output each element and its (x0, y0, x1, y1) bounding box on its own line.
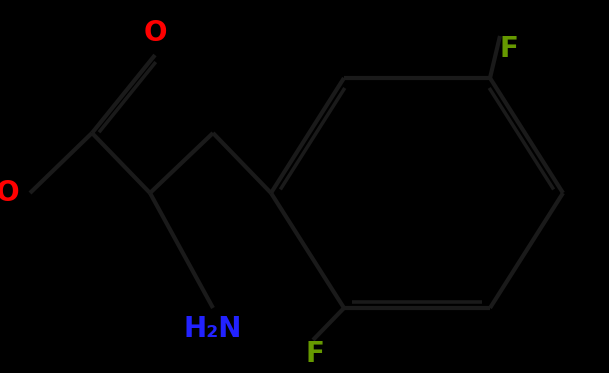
Text: F: F (305, 340, 324, 368)
Text: O: O (143, 19, 167, 47)
Text: F: F (500, 35, 519, 63)
Text: H₂N: H₂N (184, 315, 242, 343)
Text: HO: HO (0, 179, 20, 207)
